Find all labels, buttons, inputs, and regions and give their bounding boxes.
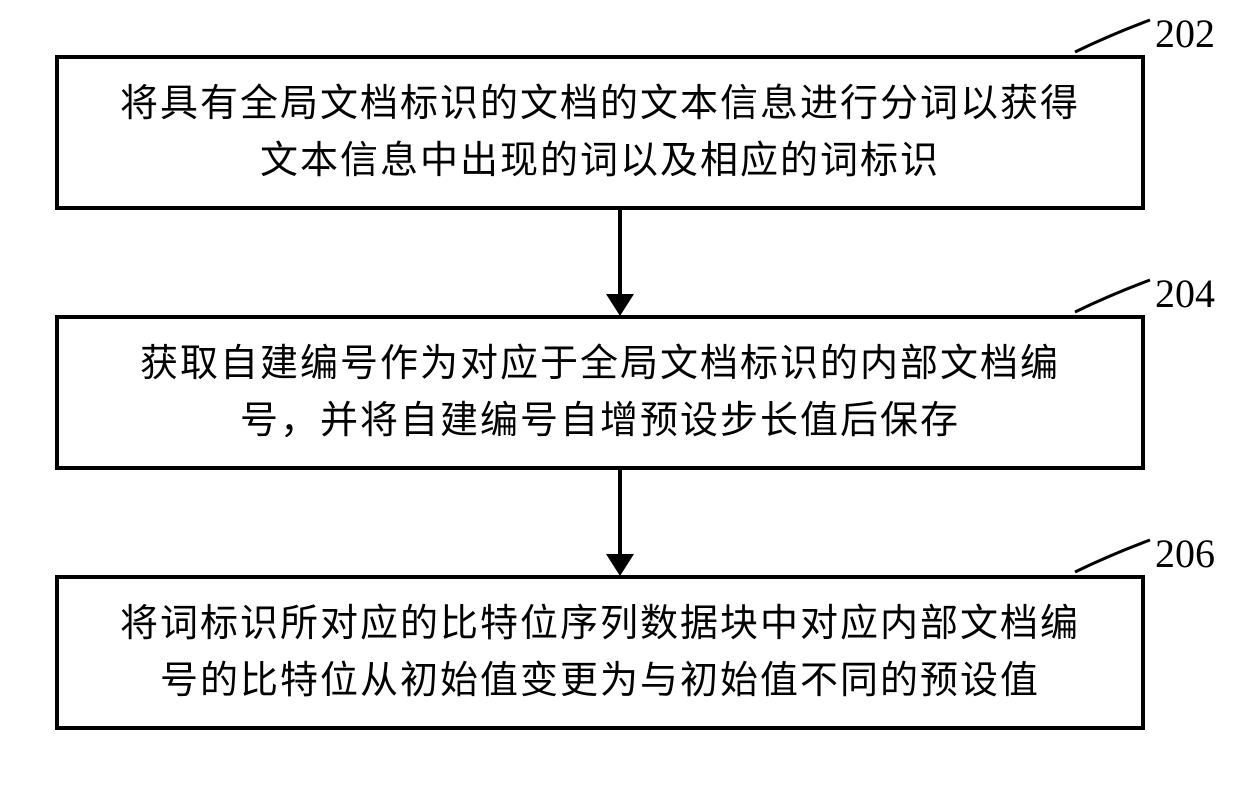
arrow-line xyxy=(618,470,622,555)
arrow-line xyxy=(618,210,622,295)
label-text: 206 xyxy=(1155,531,1215,576)
step-text-line1: 将词标识所对应的比特位序列数据块中对应内部文档编 xyxy=(120,603,1080,645)
step-label-206: 206 xyxy=(1155,530,1215,577)
step-text-line2: 号的比特位从初始值变更为与初始值不同的预设值 xyxy=(160,660,1040,702)
step-text-204: 获取自建编号作为对应于全局文档标识的内部文档编 号，并将自建编号自增预设步长值后… xyxy=(140,336,1060,450)
arrow-head-icon xyxy=(606,554,634,576)
step-box-202: 将具有全局文档标识的文档的文本信息进行分词以获得 文本信息中出现的词以及相应的词… xyxy=(55,55,1145,210)
step-label-202: 202 xyxy=(1155,10,1215,57)
step-box-206: 将词标识所对应的比特位序列数据块中对应内部文档编 号的比特位从初始值变更为与初始… xyxy=(55,575,1145,730)
step-text-line2: 文本信息中出现的词以及相应的词标识 xyxy=(260,140,940,182)
label-text: 202 xyxy=(1155,11,1215,56)
step-label-204: 204 xyxy=(1155,270,1215,317)
label-text: 204 xyxy=(1155,271,1215,316)
step-text-206: 将词标识所对应的比特位序列数据块中对应内部文档编 号的比特位从初始值变更为与初始… xyxy=(120,596,1080,710)
step-text-line1: 获取自建编号作为对应于全局文档标识的内部文档编 xyxy=(140,343,1060,385)
step-text-line2: 号，并将自建编号自增预设步长值后保存 xyxy=(240,400,960,442)
step-text-line1: 将具有全局文档标识的文档的文本信息进行分词以获得 xyxy=(120,83,1080,125)
flowchart-container: 202 将具有全局文档标识的文档的文本信息进行分词以获得 文本信息中出现的词以及… xyxy=(0,0,1240,807)
arrow-connector-2 xyxy=(606,470,634,576)
arrow-head-icon xyxy=(606,294,634,316)
step-box-204: 获取自建编号作为对应于全局文档标识的内部文档编 号，并将自建编号自增预设步长值后… xyxy=(55,315,1145,470)
arrow-connector-1 xyxy=(606,210,634,316)
step-text-202: 将具有全局文档标识的文档的文本信息进行分词以获得 文本信息中出现的词以及相应的词… xyxy=(120,76,1080,190)
